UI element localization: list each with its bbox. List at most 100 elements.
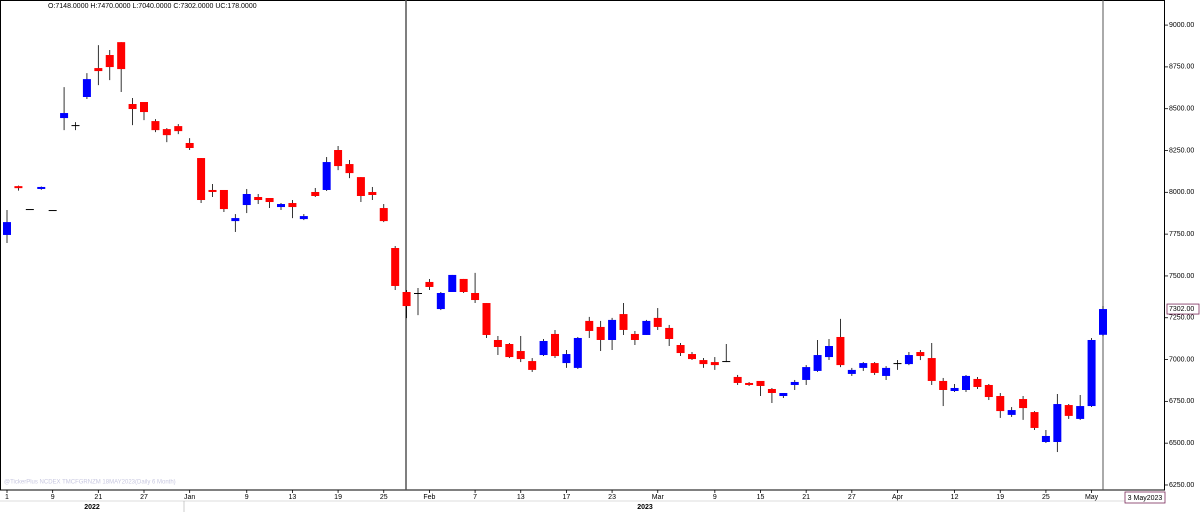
- candle-body: [37, 186, 46, 189]
- x-tick-label: 13: [517, 494, 525, 501]
- date-box: [1124, 491, 1166, 504]
- x-tick-label: 21: [802, 494, 810, 501]
- candle-body: [3, 222, 11, 235]
- candle-body: [25, 209, 34, 211]
- candle-body: [767, 388, 776, 394]
- x-tick-label: 1: [5, 494, 9, 501]
- x-tick-label: 17: [563, 494, 571, 501]
- candle-body: [585, 320, 594, 331]
- candle-body: [779, 393, 788, 397]
- candle-body: [699, 360, 708, 365]
- candle-body: [551, 333, 559, 357]
- candle-body: [528, 361, 537, 370]
- candle-body: [870, 363, 879, 373]
- y-tick-label: 8000.00: [1169, 189, 1194, 196]
- y-tick-label: 7250.00: [1169, 315, 1194, 322]
- candle-body: [1019, 399, 1028, 409]
- candle-body: [425, 281, 434, 287]
- candle-body: [859, 363, 868, 368]
- candle-body: [368, 191, 377, 195]
- candle-body: [710, 362, 719, 366]
- x-tick-label: 25: [380, 494, 388, 501]
- candle-body: [197, 158, 206, 201]
- x-tick-label: May: [1085, 494, 1099, 501]
- x-tick-label: 7: [473, 494, 477, 501]
- candle-body: [1064, 405, 1073, 416]
- y-tick-label: 6500.00: [1169, 440, 1194, 447]
- candle-body: [939, 380, 948, 390]
- candle-body: [231, 218, 240, 222]
- candle-body: [847, 369, 856, 374]
- year-label: 2022: [84, 504, 100, 511]
- y-tick-label: 7750.00: [1169, 231, 1194, 238]
- ohlc-header: O:7148.0000 H:7470.0000 L:7040.0000 C:73…: [48, 3, 257, 10]
- candle-body: [322, 162, 331, 190]
- candle-body: [825, 346, 833, 358]
- x-tick-label: 9: [51, 494, 55, 501]
- candle-body: [482, 303, 491, 335]
- candle-body: [653, 317, 662, 327]
- candle-body: [1030, 412, 1039, 428]
- date-box-label: 3 May2023: [1128, 495, 1163, 502]
- candle-body: [14, 186, 23, 189]
- candle-body: [379, 208, 388, 222]
- candle-body: [950, 387, 959, 391]
- candle-body: [356, 177, 365, 196]
- candle-body: [756, 380, 765, 386]
- candle-body: [311, 191, 320, 196]
- candle-body: [265, 198, 274, 203]
- candle-body: [619, 314, 628, 330]
- y-tick-label: 8250.00: [1169, 147, 1194, 154]
- candle-body: [1099, 309, 1107, 335]
- x-tick-label: 15: [757, 494, 765, 501]
- x-tick-label: 12: [951, 494, 959, 501]
- candle-body: [733, 376, 742, 383]
- candle-body: [893, 363, 902, 365]
- candle-body: [516, 351, 525, 360]
- candle-body: [471, 292, 480, 301]
- candle-body: [414, 292, 422, 294]
- y-tick-label: 7500.00: [1169, 273, 1194, 280]
- x-tick-label: 9: [713, 494, 717, 501]
- candle-body: [277, 204, 285, 208]
- candle-body: [140, 102, 148, 113]
- candle-body: [82, 79, 91, 97]
- candle-body: [927, 358, 936, 381]
- candle-body: [208, 189, 217, 192]
- x-tick-label: Apr: [892, 494, 904, 501]
- candle-body: [185, 142, 194, 149]
- candle-body: [790, 381, 799, 385]
- candle-body: [904, 355, 913, 365]
- candle-body: [608, 319, 617, 340]
- candle-body: [539, 340, 548, 356]
- x-tick-label: Jan: [184, 494, 195, 501]
- candle-body: [162, 129, 171, 136]
- watermark: @TickerPlus NCDEX TMCFGRNZM 18MAY2023(Da…: [4, 480, 176, 486]
- candle-body: [117, 42, 126, 70]
- x-tick-label: 27: [848, 494, 856, 501]
- candle-body: [984, 384, 993, 398]
- y-tick-label: 8500.00: [1169, 106, 1194, 113]
- candle-body: [299, 216, 308, 220]
- candle-body: [562, 354, 571, 364]
- x-tick-label: 9: [245, 494, 249, 501]
- candle-body: [665, 327, 674, 339]
- x-tick-label: 23: [608, 494, 616, 501]
- candle-body: [219, 189, 228, 210]
- candle-body: [642, 320, 651, 335]
- candle-body: [71, 125, 80, 127]
- plot-frame: [0, 0, 1165, 491]
- candle-body: [916, 352, 925, 357]
- candle-body: [745, 382, 754, 385]
- x-tick-label: 19: [996, 494, 1004, 501]
- candle-body: [402, 291, 411, 307]
- candle-body: [493, 339, 502, 348]
- candle-body: [60, 113, 69, 119]
- candle-body: [151, 121, 160, 131]
- y-tick-label: 6250.00: [1169, 482, 1194, 489]
- x-tick-label: 25: [1042, 494, 1050, 501]
- candle-body: [1053, 404, 1062, 443]
- candle-body: [288, 203, 297, 208]
- candle-body: [459, 278, 468, 292]
